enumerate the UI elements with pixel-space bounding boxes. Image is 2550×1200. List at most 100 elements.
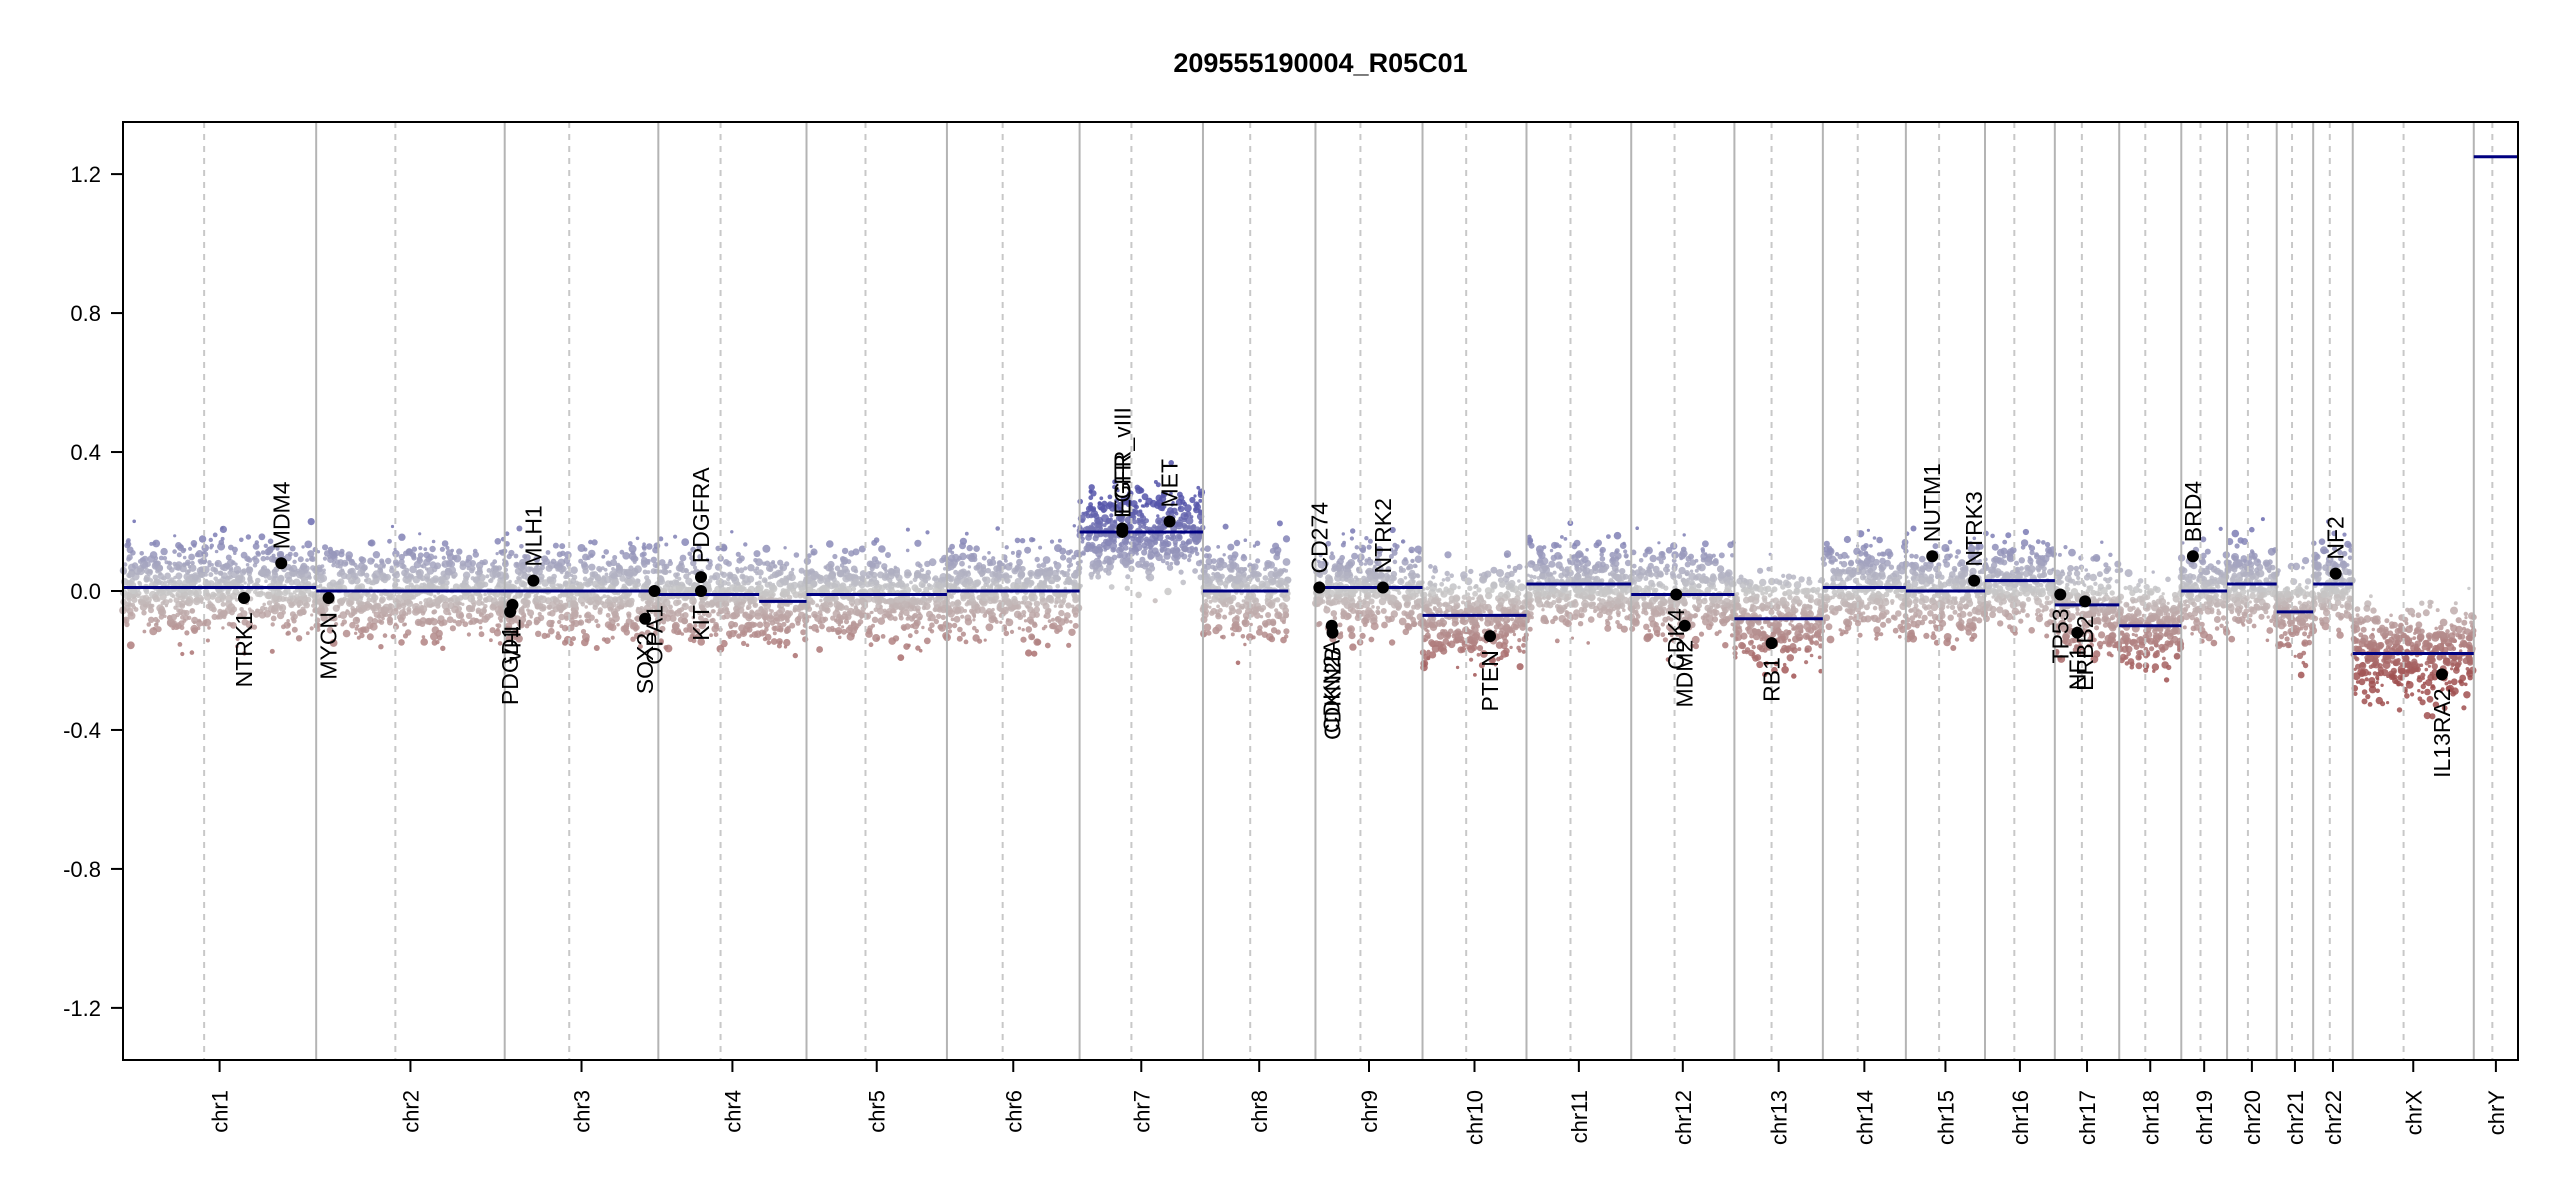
probe-point <box>904 571 911 579</box>
probe-point <box>148 616 155 623</box>
probe-point <box>1072 524 1077 528</box>
probe-point <box>559 543 566 550</box>
probe-point <box>881 613 887 619</box>
probe-point <box>217 570 224 576</box>
probe-point <box>235 636 240 642</box>
probe-point <box>1028 584 1032 588</box>
probe-point <box>582 633 590 641</box>
probe-point <box>426 567 435 575</box>
probe-point <box>462 621 469 628</box>
probe-point <box>548 627 555 635</box>
probe-point <box>316 564 323 571</box>
probe-point <box>177 642 183 647</box>
probe-point <box>239 607 244 612</box>
probe-point <box>322 556 328 561</box>
probe-point <box>1259 607 1265 613</box>
probe-point <box>658 638 664 644</box>
probe-point <box>534 595 541 603</box>
probe-point <box>137 580 141 585</box>
probe-point <box>788 573 796 582</box>
probe-point <box>1187 553 1192 559</box>
probe-point <box>1017 626 1022 630</box>
probe-point <box>945 573 951 580</box>
probe-point <box>322 571 326 575</box>
probe-point <box>1317 620 1323 627</box>
probe-point <box>661 605 669 613</box>
probe-point <box>921 605 927 611</box>
probe-point <box>423 547 428 552</box>
probe-point <box>1061 598 1067 604</box>
probe-point <box>505 635 513 643</box>
probe-point <box>783 579 789 586</box>
probe-point <box>846 559 852 565</box>
probe-point <box>904 623 911 630</box>
probe-point <box>334 559 341 565</box>
probe-point <box>1235 567 1242 573</box>
probe-point <box>1053 604 1057 608</box>
probe-point <box>822 616 829 622</box>
probe-point <box>1043 624 1048 629</box>
probe-point <box>683 627 689 633</box>
probe-point <box>1019 576 1023 580</box>
probe-point <box>1014 537 1021 544</box>
probe-point <box>344 561 349 566</box>
probe-point <box>537 611 542 617</box>
probe-point <box>513 553 519 559</box>
probe-point <box>1240 634 1246 639</box>
probe-point <box>210 563 214 567</box>
probe-point <box>220 601 226 607</box>
probe-point <box>1228 604 1235 612</box>
probe-point <box>914 629 919 635</box>
probe-point <box>689 555 695 561</box>
probe-point <box>793 552 800 558</box>
probe-point <box>956 635 963 642</box>
probe-point <box>1015 565 1020 571</box>
probe-point <box>259 590 264 594</box>
probe-point <box>591 539 598 546</box>
probe-point <box>149 627 158 636</box>
probe-point <box>475 609 481 614</box>
probe-point <box>1003 593 1009 600</box>
probe-point <box>258 568 267 577</box>
probe-point <box>1022 614 1026 618</box>
probe-point <box>541 632 548 640</box>
probe-point <box>1222 580 1229 588</box>
probe-point <box>379 592 384 597</box>
probe-point <box>841 625 845 629</box>
probe-point <box>1118 542 1123 547</box>
probe-point <box>936 613 942 619</box>
probe-point <box>1235 660 1241 666</box>
probe-point <box>779 592 785 597</box>
probe-point <box>736 597 741 602</box>
probe-point <box>1034 556 1040 563</box>
probe-point <box>316 585 320 589</box>
probe-point <box>892 635 900 642</box>
probe-point <box>625 578 634 587</box>
probe-point <box>687 572 691 576</box>
probe-point <box>197 558 202 564</box>
probe-point <box>1036 563 1042 569</box>
probe-point <box>1152 598 1158 604</box>
probe-point <box>753 550 761 558</box>
probe-point <box>570 566 578 574</box>
probe-point <box>696 582 700 587</box>
probe-point <box>478 625 483 630</box>
probe-point <box>208 537 213 543</box>
probe-point <box>1088 495 1094 501</box>
probe-point <box>681 586 689 594</box>
probe-point <box>746 604 752 610</box>
probe-point <box>584 605 588 609</box>
probe-point <box>1005 606 1010 611</box>
probe-point <box>709 600 715 605</box>
probe-point <box>203 593 212 601</box>
probe-point <box>1251 569 1258 576</box>
probe-point <box>577 544 586 552</box>
probe-point <box>1282 558 1291 566</box>
probe-point <box>1344 571 1349 576</box>
probe-point <box>741 640 747 647</box>
probe-point <box>372 570 381 579</box>
probe-point <box>418 601 423 605</box>
probe-point <box>438 620 445 627</box>
probe-point <box>668 604 673 610</box>
probe-point <box>187 615 192 620</box>
